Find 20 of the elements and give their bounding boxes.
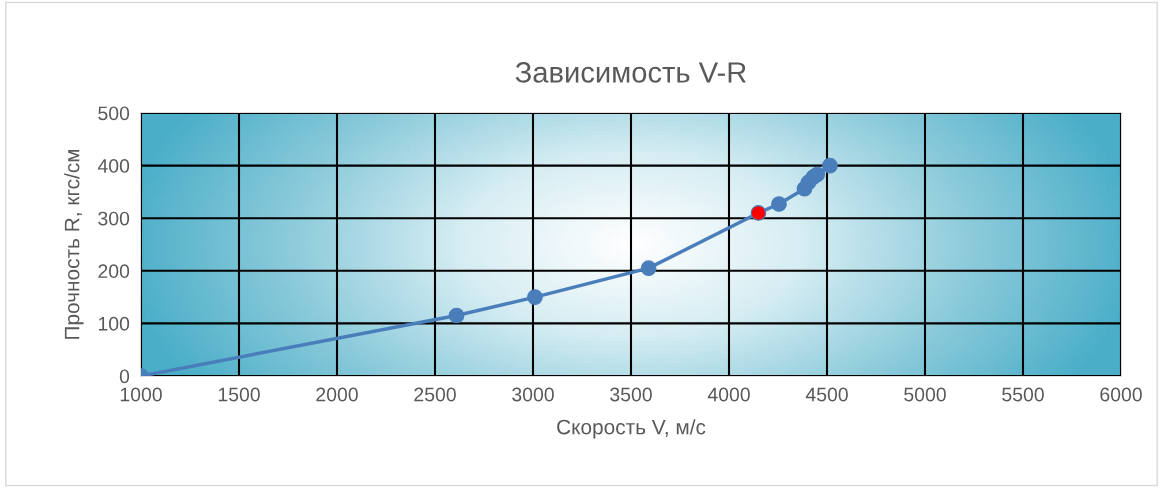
x-tick-label: 4500 [805, 387, 848, 402]
y-tick-label: 400 [97, 159, 130, 173]
x-tick-label: 4000 [707, 387, 750, 402]
x-tick-label: 3500 [610, 387, 652, 402]
y-axis-title: Прочность R, кгс/см [64, 149, 84, 339]
x-tick-label: 5500 [1002, 387, 1044, 402]
x-tick-label: 1500 [218, 387, 260, 402]
y-tick-label: 200 [98, 264, 130, 279]
x-tick-label: 1000 [120, 387, 162, 402]
y-tick-label: 100 [98, 316, 130, 331]
x-tick-label: 2000 [316, 387, 358, 402]
chart-title: Зависимость V-R [515, 62, 746, 83]
x-tick-label: 5000 [904, 387, 946, 402]
x-tick-label: 2500 [414, 387, 456, 402]
y-tick-label: 500 [98, 106, 130, 121]
x-axis-title: Скорость V, м/с [557, 419, 706, 439]
y-tick-label: 300 [98, 211, 130, 226]
x-tick-label: 6000 [1100, 387, 1142, 402]
y-tick-label: 0 [119, 369, 130, 384]
x-tick-label: 3000 [512, 387, 554, 402]
